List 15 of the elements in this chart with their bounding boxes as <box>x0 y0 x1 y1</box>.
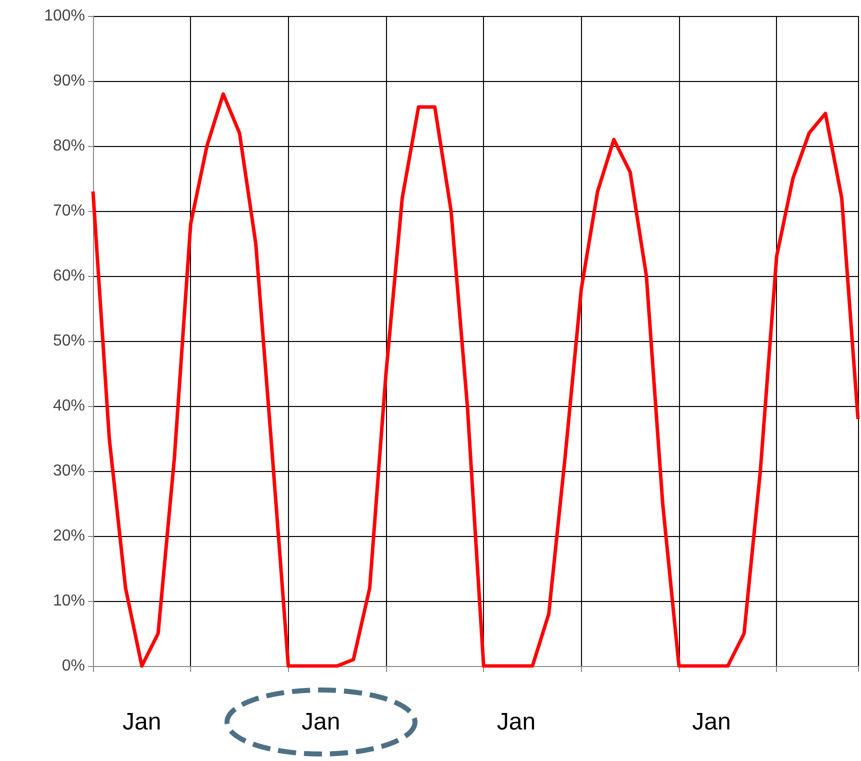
y-tick-label: 100% <box>44 8 85 24</box>
x-tick-label: Jan <box>692 708 731 736</box>
x-tick-label: Jan <box>496 708 536 736</box>
y-tick-label: 30% <box>52 462 85 480</box>
y-tick-label: 20% <box>52 528 85 544</box>
y-tick-label: 40% <box>52 398 85 414</box>
y-tick-label: 60% <box>52 268 85 284</box>
y-tick-label: 90% <box>52 72 85 90</box>
x-tick-label: Jan <box>302 708 340 736</box>
y-tick-label: 80% <box>52 138 85 154</box>
y-tick-label: 50% <box>52 332 85 350</box>
y-tick-label: 0% <box>62 658 85 674</box>
y-tick-label: 70% <box>52 202 85 220</box>
x-tick-label: Jan <box>122 708 162 736</box>
y-tick-label: 10% <box>52 592 85 610</box>
